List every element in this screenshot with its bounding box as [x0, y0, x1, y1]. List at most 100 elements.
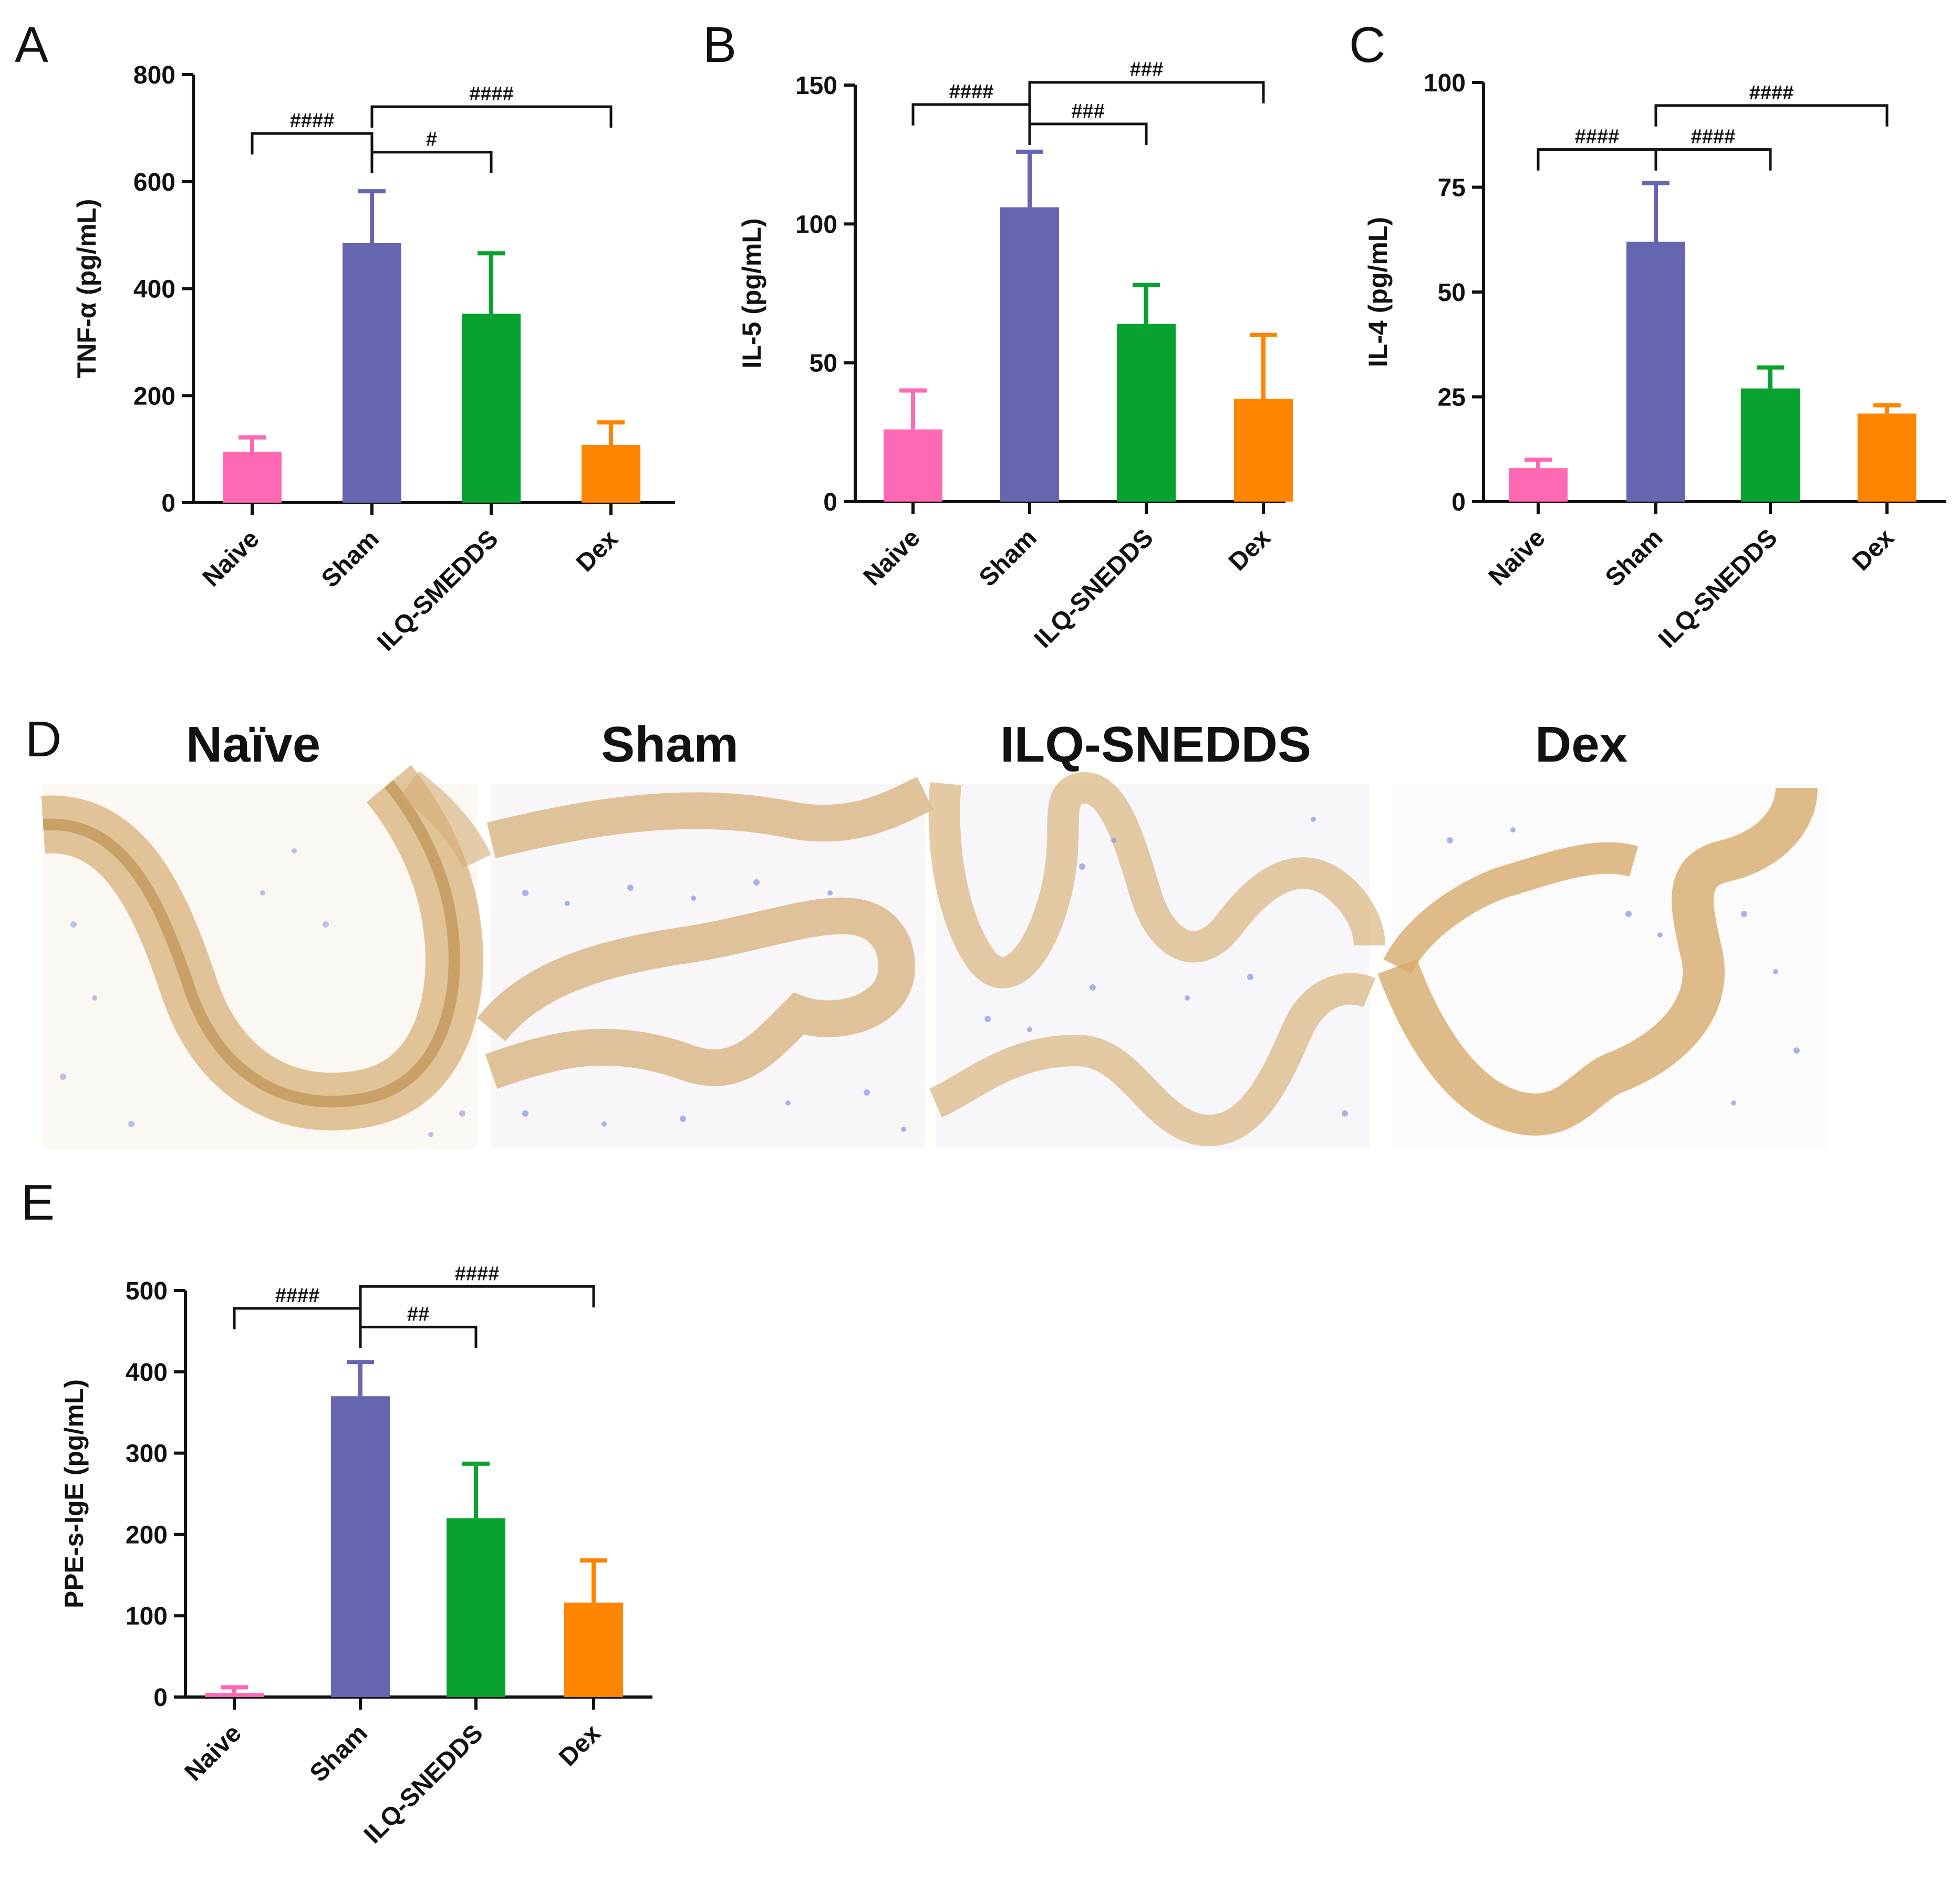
significance-bracket [1028, 81, 1265, 103]
y-tick-label: 25 [1438, 384, 1466, 412]
significance-bracket [251, 132, 374, 155]
histo-title-sham: Sham [601, 716, 738, 773]
bar-sham [331, 1396, 390, 1697]
significance-label: #### [290, 110, 335, 132]
x-tick-label: ILQ-SNEDDS [1653, 524, 1783, 653]
significance-bracket [911, 103, 1031, 126]
bar-sham [1626, 242, 1685, 502]
bar-ilq [1117, 324, 1176, 502]
bar-naive [884, 429, 942, 502]
chart-tnf-alpha: TNF-α (pg/mL) 0 200 400 600 800 Naive ShamILQ-S… [72, 61, 675, 657]
significance-bracket [370, 105, 613, 128]
y-axis-title: IL-5 (pg/mL) [737, 218, 766, 368]
significance-bracket [359, 1326, 478, 1348]
y-tick-label: 50 [810, 350, 837, 378]
y-tick-label: 200 [126, 1521, 168, 1549]
y-tick-label: 300 [126, 1440, 168, 1468]
y-tick-label: 500 [126, 1277, 168, 1305]
histology-image-sham [476, 776, 934, 1149]
y-tick-label: 600 [133, 169, 175, 196]
significance-label: #### [949, 81, 994, 103]
significance-bracket [1654, 148, 1772, 171]
significance-bracket [233, 1307, 362, 1330]
bar-ilq [462, 314, 521, 503]
y-tick-label: 150 [795, 72, 837, 100]
x-tick-label: Sham [316, 525, 385, 593]
y-axis-title: PPE-s-IgE (pg/mL) [59, 1379, 89, 1608]
panel-label-e: E [21, 1174, 55, 1231]
y-tick-label: 800 [133, 61, 175, 89]
y-tick-label: 50 [1438, 279, 1466, 307]
significance-label: ## [407, 1304, 429, 1326]
chart-il4: IL-4 (pg/mL) 0 25 50 75 100 Naive ShamILQ-SNEDD… [1363, 69, 1946, 653]
histo-title-naive: Naïve [186, 716, 320, 773]
x-tick-label: Sham [305, 1719, 373, 1787]
significance-label: #### [469, 83, 514, 105]
chart-ppe-s-ige: PPE-s-IgE (pg/mL) 0 100 200 300 400 500 Naive Sh… [59, 1263, 652, 1849]
bar-dex [564, 1602, 623, 1697]
significance-bracket [1028, 122, 1148, 145]
x-tick-label: Dex [554, 1719, 606, 1772]
significance-bracket [370, 151, 493, 173]
y-axis-title: IL-4 (pg/mL) [1363, 217, 1393, 367]
x-tick-label: Dex [1847, 524, 1900, 576]
y-tick-label: 75 [1438, 174, 1466, 202]
x-tick-label: Sham [974, 524, 1042, 592]
panel-label-b: B [703, 17, 737, 73]
bar-ilq [1741, 388, 1800, 502]
bar-naive [205, 1693, 264, 1697]
bar-dex [582, 444, 640, 503]
y-axis-title: TNF-α (pg/mL) [72, 199, 101, 379]
histology-image-ilq-snedds [928, 772, 1385, 1149]
bar-sham [343, 243, 401, 503]
y-tick-label: 0 [161, 490, 175, 517]
significance-label: #### [1575, 126, 1620, 148]
histology-panel: Naïve Sham ILQ-SNEDDS Dex [41, 716, 1827, 1149]
significance-label: #### [1691, 126, 1736, 148]
x-tick-label: Naive [180, 1719, 247, 1786]
bar-naive [1509, 468, 1568, 502]
x-tick-label: Dex [1223, 524, 1276, 576]
bar-sham [1000, 207, 1059, 502]
y-tick-label: 100 [1424, 69, 1466, 97]
chart-il5: IL-5 (pg/mL) 0 50 100 150 Naive ShamILQ-SNEDDS… [737, 59, 1293, 653]
histology-image-naive [41, 765, 492, 1149]
x-tick-label: ILQ-SNEDDS [1029, 524, 1159, 653]
significance-label: ### [1130, 59, 1163, 81]
x-tick-label: Naive [198, 525, 265, 592]
significance-bracket [359, 1285, 595, 1308]
significance-label: #### [455, 1263, 500, 1285]
significance-label: #### [275, 1285, 320, 1307]
y-tick-label: 100 [126, 1602, 168, 1630]
panel-label-c: C [1349, 17, 1385, 73]
significance-label: ### [1071, 100, 1104, 122]
bar-dex [1858, 413, 1916, 502]
histo-title-dex: Dex [1535, 716, 1627, 773]
y-tick-label: 200 [133, 382, 175, 410]
panel-label-d: D [25, 711, 61, 767]
x-tick-label: Naive [858, 524, 926, 591]
significance-bracket [1537, 148, 1657, 171]
significance-label: #### [1749, 82, 1794, 104]
y-tick-label: 0 [1451, 488, 1466, 516]
x-tick-label: Dex [571, 525, 624, 577]
x-tick-label: Sham [1600, 524, 1668, 592]
histology-image-dex [1377, 784, 1827, 1149]
y-tick-label: 100 [795, 211, 837, 238]
y-tick-label: 0 [823, 488, 837, 516]
histo-title-ilq-snedds: ILQ-SNEDDS [1000, 716, 1311, 773]
panel-label-a: A [15, 17, 48, 73]
x-tick-label: Naive [1484, 524, 1551, 591]
bar-ilq [447, 1518, 505, 1697]
y-tick-label: 0 [153, 1684, 168, 1712]
bar-naive [223, 452, 282, 503]
y-tick-label: 400 [133, 276, 175, 304]
y-tick-label: 400 [126, 1359, 168, 1387]
bar-dex [1234, 399, 1293, 502]
significance-label: # [426, 129, 437, 151]
significance-bracket [1654, 104, 1889, 127]
x-tick-label: ILQ-SNEDDS [359, 1719, 489, 1849]
x-tick-label: ILQ-SMEDDS [372, 525, 504, 657]
